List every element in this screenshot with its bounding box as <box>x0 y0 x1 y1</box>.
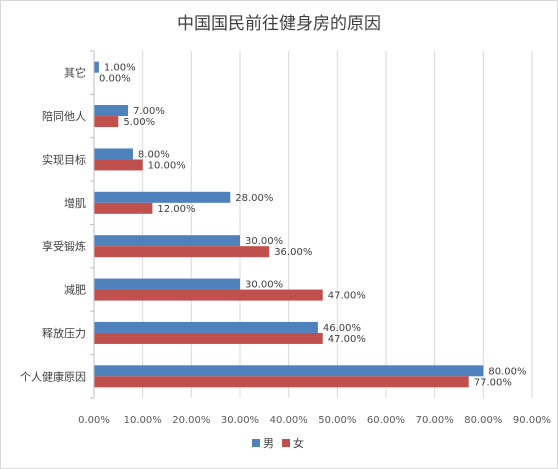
data-label: 47.00% <box>328 291 366 302</box>
bar-male <box>94 235 240 247</box>
data-label: 7.00% <box>133 106 165 117</box>
bar-female <box>94 376 469 388</box>
bar-female <box>94 332 323 344</box>
data-label: 47.00% <box>328 334 366 345</box>
axis-layer: 0.00% 10.00% 20.00% 30.00% 40.00% 50.00% 60.00… <box>20 50 551 426</box>
category-label: 减肥 <box>64 284 86 297</box>
x-tick-label: 50.00% <box>318 415 356 426</box>
bar-female <box>94 202 153 214</box>
data-label: 30.00% <box>245 236 283 247</box>
category-label: 释放压力 <box>42 326 86 340</box>
bar-male <box>94 278 240 290</box>
x-tick-label: 90.00% <box>513 415 551 426</box>
data-label: 8.00% <box>138 149 170 160</box>
data-label: 10.00% <box>148 160 186 171</box>
data-label: 36.00% <box>274 247 312 258</box>
data-label: 0.00% <box>99 74 131 85</box>
data-label: 12.00% <box>157 204 195 215</box>
bar-male <box>94 61 99 73</box>
bars-layer <box>94 61 484 388</box>
bar-female <box>94 159 143 171</box>
x-tick-label: 70.00% <box>416 415 454 426</box>
data-label: 1.00% <box>104 63 136 74</box>
category-label: 个人健康原因 <box>20 369 86 383</box>
bar-female <box>94 246 270 258</box>
data-label: 30.00% <box>245 280 283 291</box>
category-label: 陪同他人 <box>42 109 86 123</box>
category-label: 增肌 <box>64 196 86 210</box>
category-label: 享受锻炼 <box>42 239 86 253</box>
x-tick-label: 0.00% <box>78 415 110 426</box>
x-tick-label: 60.00% <box>367 415 405 426</box>
legend-label: 女 <box>293 436 304 450</box>
bar-male <box>94 148 133 160</box>
x-tick-label: 80.00% <box>464 415 502 426</box>
legend-swatch <box>252 439 260 447</box>
data-label: 5.00% <box>123 117 155 128</box>
x-tick-label: 30.00% <box>221 415 259 426</box>
category-label: 实现目标 <box>42 152 86 166</box>
bar-male <box>94 191 231 203</box>
data-label: 80.00% <box>488 366 526 377</box>
legend-swatch <box>282 439 290 447</box>
data-label: 46.00% <box>323 323 361 334</box>
bar-male <box>94 105 129 117</box>
legend-label: 男 <box>263 437 274 450</box>
chart-title: 中国国民前往健身房的原因 <box>177 14 381 34</box>
bar-female <box>94 289 323 301</box>
x-tick-label: 40.00% <box>270 415 308 426</box>
x-tick-label: 10.00% <box>124 415 162 426</box>
data-label: 28.00% <box>235 193 273 204</box>
bar-female <box>94 116 119 128</box>
category-label: 其它 <box>64 66 86 80</box>
bar-male <box>94 365 484 377</box>
grid-layer <box>142 51 533 398</box>
x-tick-label: 20.00% <box>172 415 210 426</box>
bar-male <box>94 321 318 333</box>
labels-layer: 1.00%0.00% 7.00%5.00% 8.00%10.00% 28.00% 12.… <box>99 63 526 389</box>
data-label: 77.00% <box>474 377 512 388</box>
legend: 男女 <box>252 436 304 450</box>
